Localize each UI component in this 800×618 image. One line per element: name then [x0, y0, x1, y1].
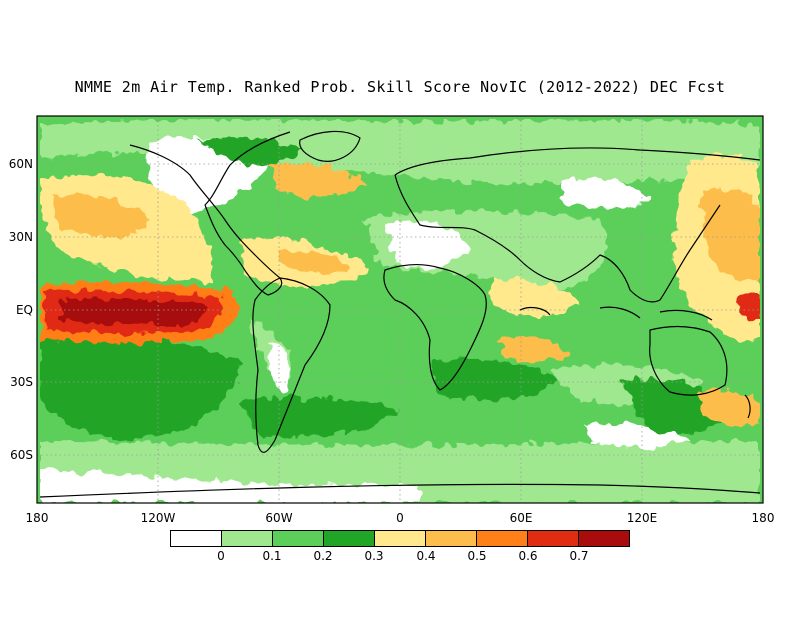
map-title: NMME 2m Air Temp. Ranked Prob. Skill Sco… — [74, 78, 726, 96]
lat-label-60s: 60S — [10, 448, 33, 462]
colorbar-box — [477, 531, 528, 546]
lon-label-60e: 60E — [510, 511, 533, 525]
colorbar-tick: 0.4 — [416, 549, 436, 563]
colorbar-box — [528, 531, 579, 546]
colorbar-tick: 0.7 — [569, 549, 589, 563]
coastlines — [39, 130, 761, 498]
lat-label-eq: EQ — [16, 303, 33, 317]
lon-label-120w: 120W — [141, 511, 176, 525]
lon-label-0: 0 — [396, 511, 404, 525]
colorbar-box — [579, 531, 629, 546]
skill-score-field — [37, 116, 763, 503]
colorbar-box — [171, 531, 222, 546]
lon-label-60w: 60W — [265, 511, 292, 525]
lat-label-60n: 60N — [9, 157, 33, 171]
colorbar-tick: 0 — [217, 549, 225, 563]
map-frame — [36, 115, 764, 504]
colorbar-box — [273, 531, 324, 546]
lat-label-30n: 30N — [9, 230, 33, 244]
lon-label-120e: 120E — [627, 511, 658, 525]
colorbar-box — [426, 531, 477, 546]
colorbar — [170, 530, 630, 547]
lat-label-30s: 30S — [10, 375, 33, 389]
colorbar-tick: 0.5 — [467, 549, 487, 563]
colorbar-tick: 0.3 — [364, 549, 384, 563]
colorbar-tick: 0.6 — [518, 549, 538, 563]
colorbar-box — [324, 531, 375, 546]
colorbar-box — [222, 531, 273, 546]
lon-label-180w: 180 — [26, 511, 49, 525]
colorbar-tick: 0.2 — [313, 549, 333, 563]
colorbar-box — [375, 531, 426, 546]
lon-label-180e: 180 — [752, 511, 775, 525]
colorbar-tick: 0.1 — [262, 549, 282, 563]
